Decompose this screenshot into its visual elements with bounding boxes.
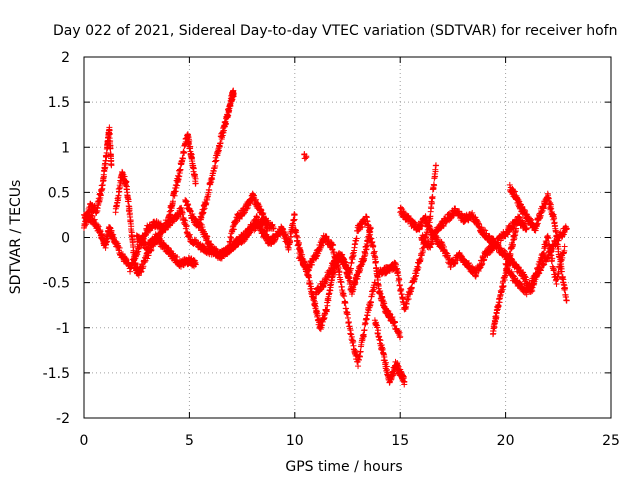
data-point-marker [561,243,568,250]
data-point-marker [342,299,349,306]
data-point-marker [94,222,101,229]
data-point-marker [290,217,297,224]
data-point-marker [108,162,115,169]
data-point-marker [116,244,123,251]
data-point-marker [550,266,557,273]
data-point-marker [127,268,134,275]
y-tick-label: 0.5 [48,185,70,201]
plot-area-frame [83,56,612,419]
data-point-marker [177,166,184,173]
data-point-marker [134,251,141,258]
x-axis-label: GPS time / hours [285,459,402,475]
data-point-marker [142,231,149,238]
y-tick-label: -1 [56,321,70,337]
y-axis-label: SDTVAR / TECUs [8,180,24,295]
data-point-marker [190,165,197,172]
data-point-marker [355,363,362,370]
data-point-marker [396,281,403,288]
data-point-marker [361,327,368,334]
data-point-marker [563,297,570,304]
data-point-marker [562,285,569,292]
y-tick-label: -0.5 [43,276,70,292]
y-axis-ticks: -2 -1.5 -1 -0.5 0 0.5 1 1.5 2 [43,50,611,427]
chart-title: Day 022 of 2021, Sidereal Day-to-day VTE… [53,23,617,39]
data-points [81,87,570,388]
x-axis-ticks: 0 5 10 15 20 25 [80,57,620,449]
data-point-marker [291,211,298,218]
data-point-marker [433,162,440,169]
x-tick-label: 15 [391,433,409,449]
x-tick-label: 20 [497,433,515,449]
x-tick-label: 5 [185,433,194,449]
grid-lines [84,57,611,418]
y-tick-label: -2 [56,411,70,427]
y-tick-label: -1.5 [43,366,70,382]
y-tick-label: 1 [61,140,70,156]
data-point-marker [396,276,403,283]
x-tick-label: 25 [602,433,620,449]
data-point-marker [179,209,186,216]
x-tick-label: 0 [80,433,89,449]
data-point-marker [106,131,113,138]
data-point-marker [181,149,188,156]
x-tick-label: 10 [286,433,304,449]
data-point-marker [110,231,117,238]
data-point-marker [89,213,96,220]
data-point-marker [107,145,114,152]
data-point-marker [183,223,190,230]
y-tick-label: 0 [61,231,70,247]
y-tick-label: 2 [61,50,70,66]
data-point-marker [270,225,277,232]
data-point-marker [100,173,107,180]
y-tick-label: 1.5 [48,95,70,111]
data-point-marker [186,231,193,238]
